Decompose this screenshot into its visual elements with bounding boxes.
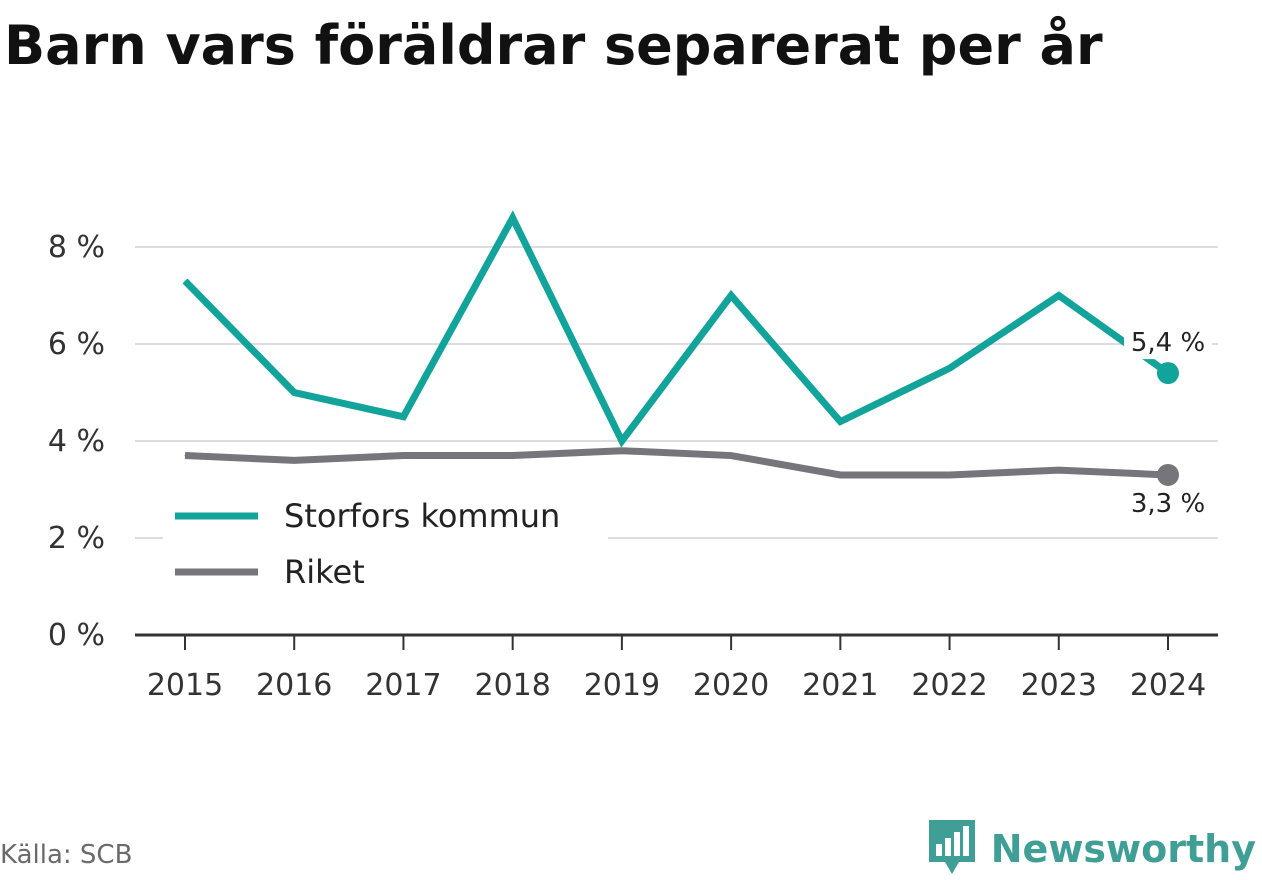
legend: Storfors kommun Riket: [163, 490, 608, 591]
data-point: [402, 455, 404, 457]
x-tick-label: 2017: [365, 668, 441, 703]
data-point: [512, 217, 514, 219]
data-point: [1058, 469, 1060, 471]
series-line: [184, 447, 1169, 479]
series-line: [182, 210, 1171, 448]
data-point: [184, 455, 186, 457]
brand-name: Newsworthy: [990, 827, 1256, 871]
y-tick-label: 2 %: [48, 521, 105, 556]
data-point: [730, 295, 732, 296]
data-point: [1058, 295, 1060, 296]
x-tick-label: 2023: [1021, 668, 1097, 703]
data-point: [293, 392, 295, 393]
data-point: [512, 455, 514, 457]
x-tick-label: 2024: [1130, 668, 1206, 703]
x-tick-label: 2020: [693, 668, 769, 703]
data-point: [402, 416, 404, 418]
end-label-background: [1124, 327, 1212, 360]
chart-title: Barn vars föräldrar separerat per år: [4, 14, 1103, 77]
end-labels: 5,4 % 3,3 %: [1124, 327, 1212, 520]
axes: 0 % 2 % 4 % 6 % 8 % 2015 2016 2017 2018 2019 2020 2…: [48, 230, 1218, 703]
y-tick-label: 0 %: [48, 618, 105, 653]
x-tick-label: 2021: [802, 668, 878, 703]
x-tick-label: 2016: [256, 668, 332, 703]
end-value-label: 5,4 %: [1131, 328, 1205, 358]
x-tick-label: 2015: [147, 668, 223, 703]
brand-logo: Newsworthy: [927, 818, 1256, 880]
y-tick-label: 8 %: [48, 230, 105, 265]
x-tick-label: 2018: [474, 668, 550, 703]
bar-chart-speech-bubble-icon: [927, 818, 977, 880]
data-point: [621, 450, 623, 452]
source-note: Källa: SCB: [0, 840, 133, 870]
data-point: [293, 459, 295, 461]
legend-label: Storfors kommun: [284, 497, 560, 535]
data-point: [949, 474, 951, 476]
series-end-marker: [1157, 362, 1179, 385]
data-point: [839, 474, 841, 476]
y-tick-label: 6 %: [48, 327, 105, 362]
x-tick-label: 2019: [584, 668, 660, 703]
data-point: [184, 280, 186, 282]
end-label-background: [1124, 487, 1212, 520]
data-point: [621, 440, 623, 442]
end-value-label: 3,3 %: [1131, 489, 1205, 519]
x-tick-label: 2022: [911, 668, 987, 703]
series-end-marker: [1157, 463, 1179, 486]
series-lines: [182, 210, 1179, 486]
data-point: [839, 421, 841, 423]
data-point: [730, 455, 732, 457]
data-point: [949, 367, 951, 369]
legend-label: Riket: [284, 553, 365, 591]
y-tick-label: 4 %: [48, 424, 105, 459]
